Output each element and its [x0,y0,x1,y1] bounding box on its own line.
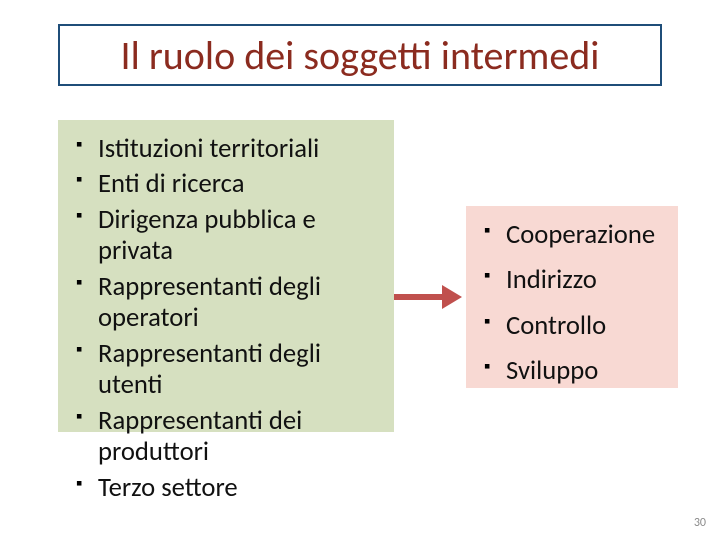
right-list-item: Indirizzo [484,265,662,296]
right-list-item: Cooperazione [484,220,662,251]
right-list: Cooperazione Indirizzo Controllo Sviluppo [484,220,662,388]
left-list: Istituzioni territoriali Enti di ricerca D… [76,134,378,504]
left-list-item: Rappresentanti dei produttori [76,406,378,469]
slide-title: Il ruolo dei soggetti intermedi [121,31,600,80]
left-list-item: Dirigenza pubblica e privata [76,205,378,268]
left-panel: Istituzioni territoriali Enti di ricerca D… [58,120,394,432]
left-list-item: Enti di ricerca [76,169,378,200]
left-list-item: Istituzioni territoriali [76,134,378,165]
right-list-item: Controllo [484,311,662,342]
title-box: Il ruolo dei soggetti intermedi [58,24,662,86]
arrow-head-icon [442,285,462,309]
right-panel: Cooperazione Indirizzo Controllo Sviluppo [466,206,678,388]
page-number: 30 [694,516,706,530]
left-list-item: Terzo settore [76,473,378,504]
left-list-item: Rappresentanti degli utenti [76,339,378,402]
arrow-shaft [394,294,442,300]
right-list-item: Sviluppo [484,356,662,387]
left-list-item: Rappresentanti degli operatori [76,272,378,335]
